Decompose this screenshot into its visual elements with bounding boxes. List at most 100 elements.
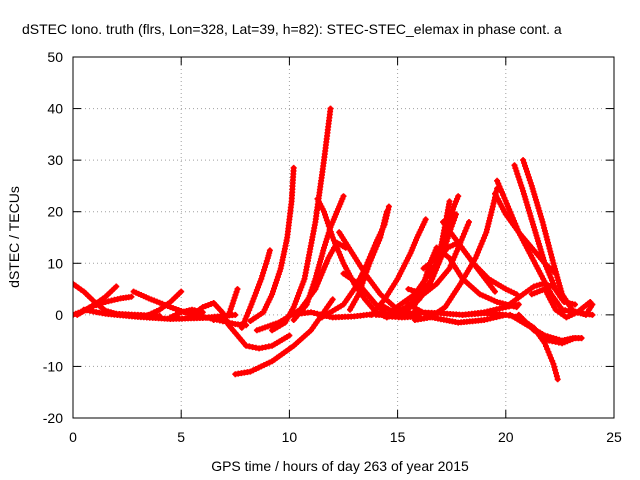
y-tick-label: -20: [43, 410, 63, 426]
y-tick-label: 0: [55, 307, 63, 323]
data-point-plus: [290, 164, 297, 171]
data-point-plus: [332, 240, 339, 247]
data-point-plus: [291, 301, 298, 308]
y-tick-label: 50: [47, 49, 63, 65]
x-axis-label: GPS time / hours of day 263 of year 2015: [211, 458, 469, 474]
data-point-plus: [340, 193, 347, 200]
x-tick-label: 20: [498, 429, 514, 445]
x-tick-label: 10: [282, 429, 298, 445]
data-point-plus: [222, 312, 229, 319]
data-point-plus: [272, 279, 279, 286]
data-point-plus: [298, 284, 305, 291]
data-point-plus: [328, 231, 335, 238]
data-point-plus: [263, 258, 270, 265]
data-point-plus: [502, 197, 509, 204]
data-point-plus: [326, 225, 333, 232]
y-tick-label: 40: [47, 101, 63, 117]
x-axis-ticks: 0 5 10 15 20 25: [69, 57, 622, 445]
data-point-plus: [536, 281, 543, 288]
data-point-plus: [511, 162, 518, 169]
data-point-plus: [229, 300, 236, 307]
data-point-plus: [322, 214, 329, 221]
data-point-plus: [219, 313, 226, 320]
data-point-plus: [276, 268, 283, 275]
data-point-plus: [96, 301, 103, 307]
data-point-plus: [321, 244, 327, 251]
data-point-plus: [321, 208, 327, 215]
data-point-plus: [458, 236, 465, 243]
data-point-plus: [260, 269, 267, 276]
data-point-plus: [258, 275, 265, 282]
data-point-plus: [422, 216, 429, 223]
series: [528, 286, 594, 321]
data-point-plus: [309, 284, 316, 291]
data-point-plus: [523, 165, 529, 172]
data-point-plus: [385, 203, 392, 210]
data-point-plus: [539, 219, 546, 225]
data-point-plus: [323, 217, 330, 224]
data-point-plus: [327, 105, 334, 112]
data-point-plus: [325, 223, 332, 229]
x-tick-label: 0: [69, 429, 77, 445]
data-point-plus: [261, 266, 268, 273]
data-point-plus: [225, 311, 232, 318]
data-point-plus: [305, 295, 312, 302]
series: [210, 286, 241, 323]
data-point-plus: [319, 269, 326, 276]
data-point-plus: [466, 219, 472, 225]
data-point-plus: [257, 278, 264, 285]
y-tick-label: 10: [47, 255, 63, 271]
series: [247, 164, 297, 324]
data-point-plus: [210, 317, 217, 323]
series: [515, 311, 585, 347]
data-point-plus: [312, 275, 319, 282]
data-point-plus: [513, 223, 520, 230]
data-point-plus: [322, 241, 328, 248]
data-point-plus: [513, 168, 520, 174]
data-point-plus: [213, 316, 220, 322]
data-point-plus: [473, 252, 480, 259]
data-point-plus: [417, 290, 424, 297]
plot-frame: [72, 56, 615, 419]
data-point-plus: [550, 360, 557, 367]
data-point-plus: [234, 286, 241, 293]
data-point-plus: [525, 174, 532, 181]
data-point-plus: [297, 287, 304, 294]
data-point-plus: [549, 257, 556, 264]
data-point-plus: [248, 301, 255, 308]
data-point-plus: [587, 299, 594, 305]
data-point-plus: [317, 256, 324, 263]
data-point-plus: [253, 287, 260, 294]
y-tick-label: -10: [43, 358, 63, 374]
data-point-plus: [294, 295, 300, 302]
x-tick-label: 25: [606, 429, 622, 445]
y-axis-label: dSTEC / TECUs: [6, 186, 22, 288]
data-point-plus: [517, 179, 524, 186]
data-point-plus: [438, 241, 445, 248]
data-point-plus: [411, 288, 418, 295]
data-point-plus: [449, 206, 456, 213]
y-tick-label: 20: [47, 204, 63, 220]
data-point-plus: [553, 370, 559, 377]
data-point-plus: [300, 278, 307, 285]
data-point-plus: [335, 248, 342, 255]
data-point-plus: [552, 367, 559, 373]
data-point-plus: [519, 185, 526, 192]
data-point-plus: [520, 157, 527, 164]
data-point-plus: [506, 206, 513, 213]
series: [440, 219, 520, 298]
series: [318, 203, 392, 321]
data-point-plus: [533, 282, 540, 289]
data-point-plus: [439, 238, 446, 245]
data-point-plus: [545, 268, 552, 275]
series: [269, 105, 334, 334]
data-point-plus: [449, 209, 455, 216]
data-point-plus: [322, 238, 329, 245]
chart-title: dSTEC Iono. truth (flrs, Lon=328, Lat=39…: [22, 21, 562, 37]
x-tick-label: 15: [390, 429, 406, 445]
data-point-plus: [541, 224, 548, 231]
series: [433, 244, 520, 311]
data-point-plus: [329, 296, 336, 303]
series: [368, 216, 429, 318]
